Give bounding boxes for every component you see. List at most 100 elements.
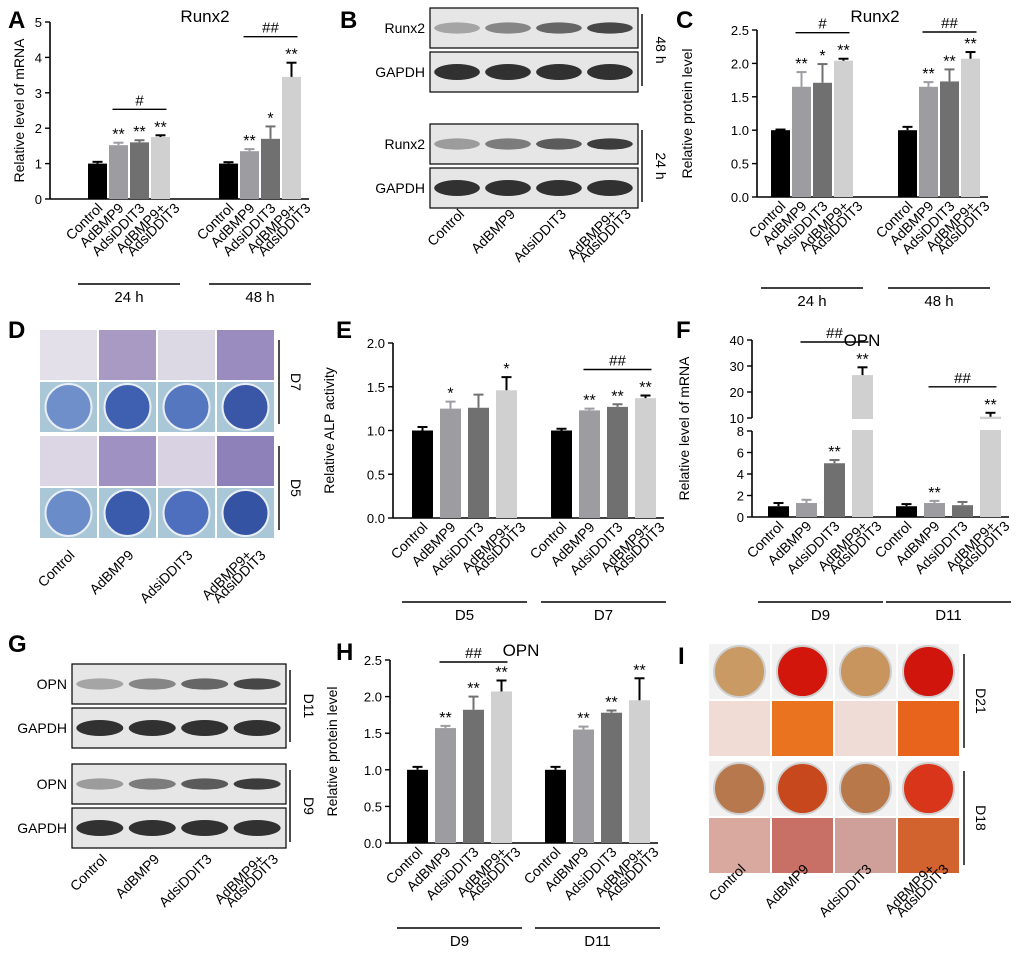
bar-D11-2	[952, 505, 973, 517]
y-tick-label: 1.5	[364, 726, 382, 741]
axis-break-gap	[979, 419, 1002, 430]
bar-24h-1	[109, 145, 128, 199]
micrograph	[835, 701, 896, 756]
bar-D11-0	[545, 769, 566, 843]
blot-band	[233, 678, 281, 690]
panel-letter-g: G	[8, 631, 27, 658]
culture-dish	[776, 645, 829, 698]
culture-dish	[44, 489, 93, 537]
micrograph	[158, 436, 215, 486]
group-label: D11	[935, 607, 961, 624]
blot-band	[536, 22, 582, 34]
blot-band	[485, 138, 531, 150]
blot-band	[485, 64, 531, 80]
y-tick-label: 5	[35, 15, 42, 30]
culture-dish	[103, 383, 152, 431]
y-tick-label: 0.5	[364, 799, 382, 814]
blot-time-label: 24 h	[653, 152, 669, 179]
blot-band	[587, 180, 633, 196]
blot-band	[181, 820, 229, 836]
micrograph	[835, 818, 896, 873]
blot-band	[233, 720, 281, 736]
significance-stars: **	[633, 662, 645, 679]
blot-lane-label: Control	[424, 206, 467, 249]
chart-title: Runx2	[180, 7, 229, 26]
bar-D9-1	[435, 728, 456, 843]
chart-h: OPN 0.0 0.5 1.0 1.5 2.0 2.5 Relative protein le…	[324, 641, 662, 950]
y-tick-label: 1.0	[731, 123, 749, 138]
significance-stars: **	[495, 664, 507, 681]
panel-letter-h: H	[336, 639, 353, 666]
blot-band	[434, 138, 480, 150]
bar-48h-0	[219, 163, 238, 199]
blot-time-label: D9	[301, 797, 317, 815]
significance-stars: **	[583, 393, 595, 410]
y-axis-label: Relative level of mRNA	[11, 38, 27, 183]
y-tick-label: 1.5	[731, 90, 749, 105]
group-label: 24 h	[114, 289, 143, 306]
group-label: D5	[455, 607, 474, 624]
bar-D9-0	[407, 769, 428, 843]
y-tick-label: 0.5	[367, 467, 385, 482]
blot-band	[128, 820, 176, 836]
y-tick-label: 6	[737, 446, 744, 461]
micrograph	[99, 436, 156, 486]
bar-D5-0	[412, 430, 433, 518]
bar-48h-2	[940, 81, 959, 197]
culture-dish	[162, 383, 211, 431]
y-tick-label: 2	[737, 489, 744, 504]
y-tick-label: 3	[35, 86, 42, 101]
group-label: D9	[811, 607, 830, 624]
bar-D9-2	[463, 709, 484, 843]
micrograph	[217, 330, 274, 380]
culture-dish	[902, 645, 955, 698]
y-tick-label: 40	[730, 333, 744, 348]
axis-break-gap	[851, 419, 874, 430]
y-tick-label: 1.0	[367, 424, 385, 439]
significance-stars: **	[964, 36, 976, 53]
comparison-mark: ##	[954, 370, 971, 387]
bar-D11-2	[601, 712, 622, 843]
panel-letter-c: C	[676, 7, 693, 34]
blot-band	[181, 678, 229, 690]
culture-dish	[776, 762, 829, 815]
blot-band	[485, 22, 531, 34]
blot-band	[128, 678, 176, 690]
bar-D11-1	[573, 729, 594, 843]
bar-48h-0	[898, 130, 917, 197]
y-tick-label: 2.0	[364, 690, 382, 705]
blot-strip	[429, 123, 639, 165]
culture-dish	[162, 489, 211, 537]
blot-time-label: 48 h	[653, 36, 669, 63]
blot-band	[587, 138, 633, 150]
comparison-mark: ##	[826, 325, 843, 342]
blot-band	[76, 720, 124, 736]
chart-title: Runx2	[850, 7, 899, 26]
panel-letter-a: A	[8, 7, 25, 34]
chart-title: OPN	[844, 331, 881, 350]
bar-D5-3	[496, 390, 517, 518]
comparison-mark: ##	[941, 15, 958, 32]
y-tick-label: 10	[730, 411, 744, 426]
blot-band	[181, 720, 229, 736]
blot-band	[128, 720, 176, 736]
y-tick-label: 0	[737, 510, 744, 525]
chart-c: Runx2 0.0 0.5 1.0 1.5 2.0 2.5 Relative protein …	[679, 7, 993, 310]
blot-lane-label: AdsiDDIT3	[510, 206, 569, 265]
culture-dish	[713, 762, 766, 815]
blot-band	[587, 22, 633, 34]
group-label: 24 h	[797, 293, 826, 310]
y-axis-label: Relative protein level	[324, 687, 340, 817]
micrograph	[99, 330, 156, 380]
blot-band	[485, 180, 531, 196]
y-tick-label: 2.0	[367, 336, 385, 351]
culture-dish	[221, 489, 270, 537]
chart-f: OPN 0 2 4 6 810 20 30 40 Relative level of mRNA **…	[676, 325, 1013, 624]
y-tick-label: 0.0	[731, 190, 749, 205]
blot-row-label: Runx2	[385, 20, 426, 36]
y-tick-label: 2.0	[731, 56, 749, 71]
significance-stars: **	[943, 53, 955, 70]
bar-D11-1	[924, 503, 945, 517]
culture-dish	[44, 383, 93, 431]
